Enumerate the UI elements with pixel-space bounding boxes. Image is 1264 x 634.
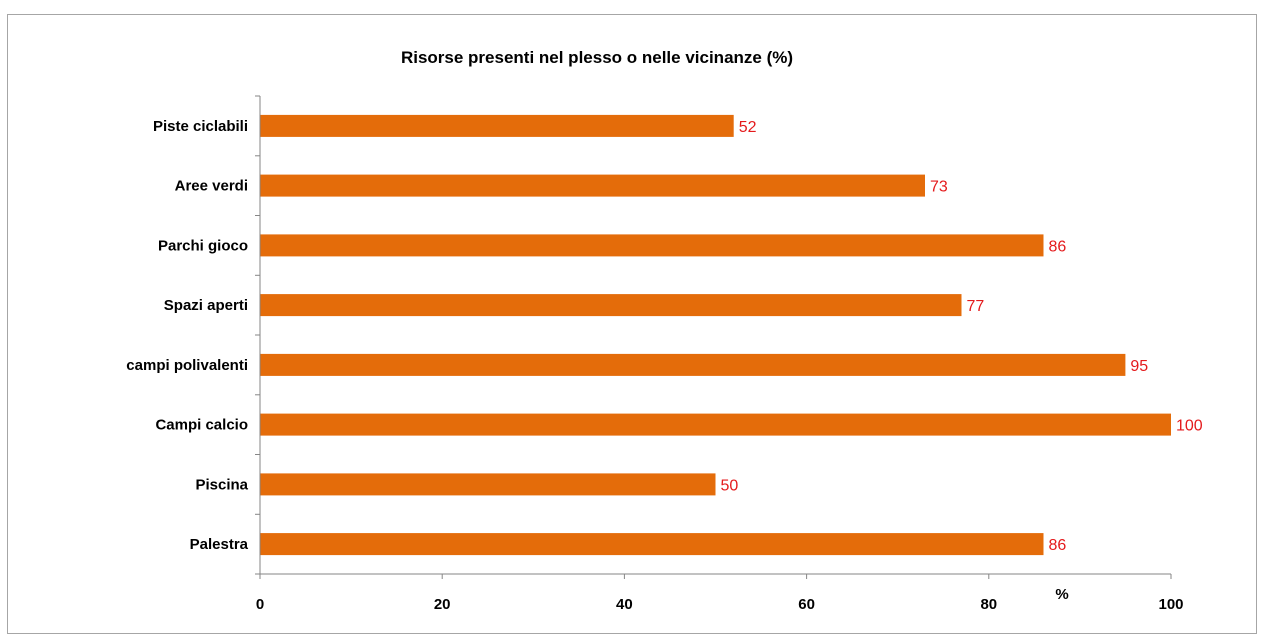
category-label: Piste ciclabili [153, 118, 248, 135]
category-label: Campi calcio [155, 417, 248, 434]
x-tick-label: 60 [798, 596, 815, 610]
data-label: 77 [967, 298, 985, 315]
bar-piscina [260, 473, 716, 496]
bar-spazi-aperti [260, 294, 962, 317]
data-label: 50 [721, 477, 739, 494]
category-label: Piscina [195, 476, 248, 493]
bar-piste-ciclabili [260, 114, 734, 137]
x-tick-label: 80 [980, 596, 997, 610]
category-label: Spazi aperti [164, 297, 248, 314]
category-label: Aree verdi [175, 178, 248, 195]
data-label: 95 [1130, 358, 1148, 375]
x-tick-label: 0 [256, 596, 264, 610]
x-tick-label: 20 [434, 596, 451, 610]
chart-title: Risorse presenti nel plesso o nelle vici… [401, 48, 793, 67]
bar-aree-verdi [260, 174, 925, 197]
x-tick-label: 40 [616, 596, 633, 610]
bar-palestra [260, 533, 1044, 556]
category-label: campi polivalenti [126, 357, 248, 374]
x-tick-label: 100 [1158, 596, 1183, 610]
data-label: 86 [1049, 238, 1067, 255]
axis-layer: 0 20 40 60 80 100 [255, 95, 1184, 610]
data-label: 52 [739, 119, 757, 136]
bars-layer [260, 114, 1171, 556]
data-label: 86 [1049, 537, 1067, 554]
x-axis-unit-label: % [1055, 586, 1068, 603]
data-label: 100 [1176, 418, 1203, 435]
labels-layer: Piste ciclabili 52 Aree verdi 73 Parchi gioc… [126, 118, 1203, 554]
bar-chart: Risorse presenti nel plesso o nelle vici… [126, 48, 1203, 610]
category-label: Palestra [190, 536, 249, 553]
bar-parchi-gioco [260, 234, 1044, 257]
bar-campi-calcio [260, 413, 1171, 436]
data-label: 73 [930, 179, 948, 196]
bar-campi-polivalenti [260, 353, 1126, 376]
category-label: Parchi gioco [158, 237, 248, 254]
